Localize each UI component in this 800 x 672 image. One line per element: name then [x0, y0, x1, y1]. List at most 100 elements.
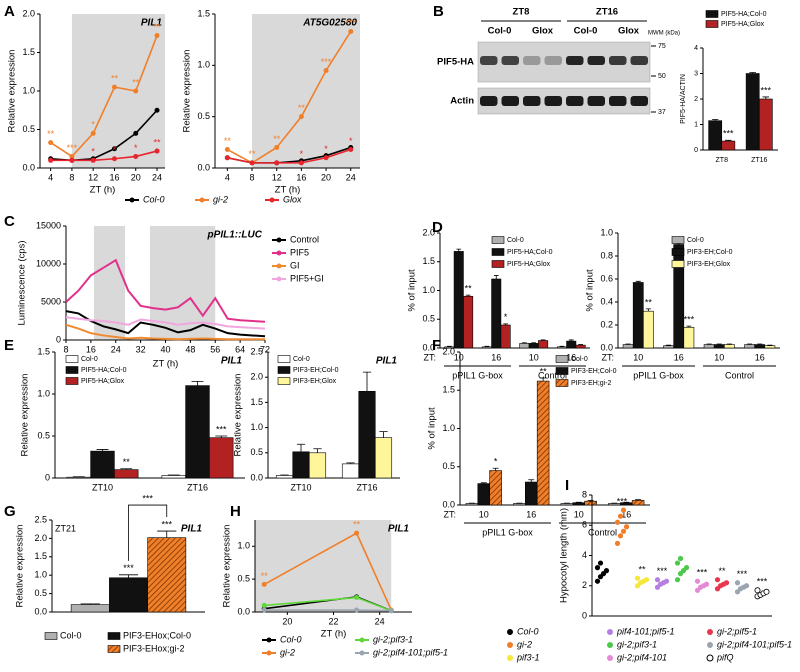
legend-swatch	[555, 379, 569, 387]
data-point	[594, 578, 601, 584]
x-tick-label: 10	[574, 509, 584, 519]
blot-band	[587, 56, 605, 65]
x-tick-label: 4	[48, 172, 53, 182]
y-tick-label: 1.0	[34, 570, 47, 580]
error-bar	[493, 275, 499, 279]
bar	[500, 324, 511, 349]
legend-swatch	[671, 236, 685, 244]
bar	[465, 503, 479, 506]
data-point	[354, 530, 360, 536]
legend-swatch	[65, 355, 79, 363]
data-point	[90, 157, 96, 163]
bar	[481, 346, 492, 349]
significance: ***	[737, 569, 748, 579]
error-bar	[465, 294, 471, 297]
error-bar	[522, 342, 527, 344]
bar	[754, 344, 766, 349]
bar	[491, 278, 502, 349]
data-point	[620, 507, 627, 513]
significance: *	[134, 143, 138, 153]
data-point	[69, 153, 75, 159]
significance: *	[91, 147, 95, 157]
error-bar	[346, 462, 355, 464]
x-axis-label: ZT (h)	[275, 185, 301, 196]
y-tick-label: 2.0	[250, 372, 263, 382]
legend-swatch	[277, 377, 291, 385]
data-point	[603, 568, 610, 574]
significance: ***	[321, 57, 332, 67]
bar	[453, 251, 464, 349]
x-tick-label: 20	[131, 172, 141, 182]
data-point	[634, 575, 641, 581]
x-tick-label: ZT10	[290, 482, 311, 492]
x-tick-label: 16	[526, 509, 536, 519]
legend-label: gi-2;pif4-101;pif5-1	[373, 647, 448, 657]
mwm-value: 37	[658, 109, 666, 116]
bar	[161, 475, 186, 479]
error-bar	[578, 344, 583, 346]
data-point	[734, 580, 741, 586]
y-tick-label: 0.5	[250, 447, 263, 457]
y-tick-label: 4	[694, 45, 698, 52]
y-tick-label: 1.5	[442, 385, 455, 395]
blot-band	[523, 96, 541, 106]
x-prefix: ZT:	[424, 352, 437, 362]
bar	[209, 437, 234, 479]
data-point	[48, 140, 54, 146]
bar	[374, 437, 393, 479]
blot-band	[544, 96, 562, 106]
legend-label: PIF5+GI	[290, 273, 324, 283]
mwm-value: 75	[658, 43, 666, 50]
legend-label: PIF5-HA;Glox	[721, 21, 765, 28]
bar	[758, 98, 773, 151]
data-point	[674, 560, 681, 566]
significance: ***	[617, 497, 628, 507]
legend-swatch	[277, 355, 291, 363]
y-tick-label: 0	[45, 472, 50, 482]
y-tick-label: 0.0	[197, 162, 210, 172]
significance: *	[113, 145, 117, 155]
significance: *	[504, 312, 508, 322]
legend-label: Col-0	[293, 356, 310, 363]
bar	[185, 385, 210, 479]
genotype-label: Col-0	[574, 26, 598, 37]
chart-title: PIL1	[388, 524, 410, 535]
data-point	[274, 144, 280, 150]
x-tick-label: ZT10	[92, 482, 113, 492]
y-tick-label: 3	[694, 70, 698, 77]
data-point	[614, 519, 621, 525]
y-tick-label: 1.5	[197, 8, 210, 18]
significance: **	[261, 571, 269, 581]
legend-swatch	[671, 260, 685, 268]
data-point	[224, 155, 230, 161]
bar	[745, 73, 760, 151]
error-bar	[645, 308, 651, 312]
data-point	[597, 560, 604, 566]
chart-title: PIL1	[221, 356, 243, 367]
data-point	[623, 524, 630, 530]
significance: *	[324, 144, 328, 154]
y-tick-label: 8	[582, 489, 587, 499]
legend-label: GI	[290, 260, 300, 270]
bar	[463, 295, 474, 349]
bar	[528, 343, 539, 349]
x-tick-label: ZT8	[716, 157, 729, 164]
x-tick-label: 22	[328, 616, 338, 626]
blot-band	[630, 56, 648, 65]
significance: ***	[757, 577, 768, 587]
bar	[114, 469, 139, 479]
y-tick-label: 0.5	[237, 574, 250, 584]
y-axis-label: % of input	[427, 407, 438, 450]
bar	[764, 345, 776, 349]
error-bar	[484, 345, 490, 347]
night-shade	[71, 14, 165, 168]
data-point	[763, 588, 770, 595]
y-tick-label: 0.0	[34, 606, 47, 616]
legend-label: PIF5-HA;Col-0	[81, 367, 127, 374]
legend-swatch	[507, 642, 513, 648]
x-tick-label: 24	[375, 616, 385, 626]
y-tick-label: 10000	[36, 258, 61, 268]
data-point	[703, 581, 710, 587]
legend-swatch	[706, 654, 714, 662]
bar	[643, 310, 654, 349]
